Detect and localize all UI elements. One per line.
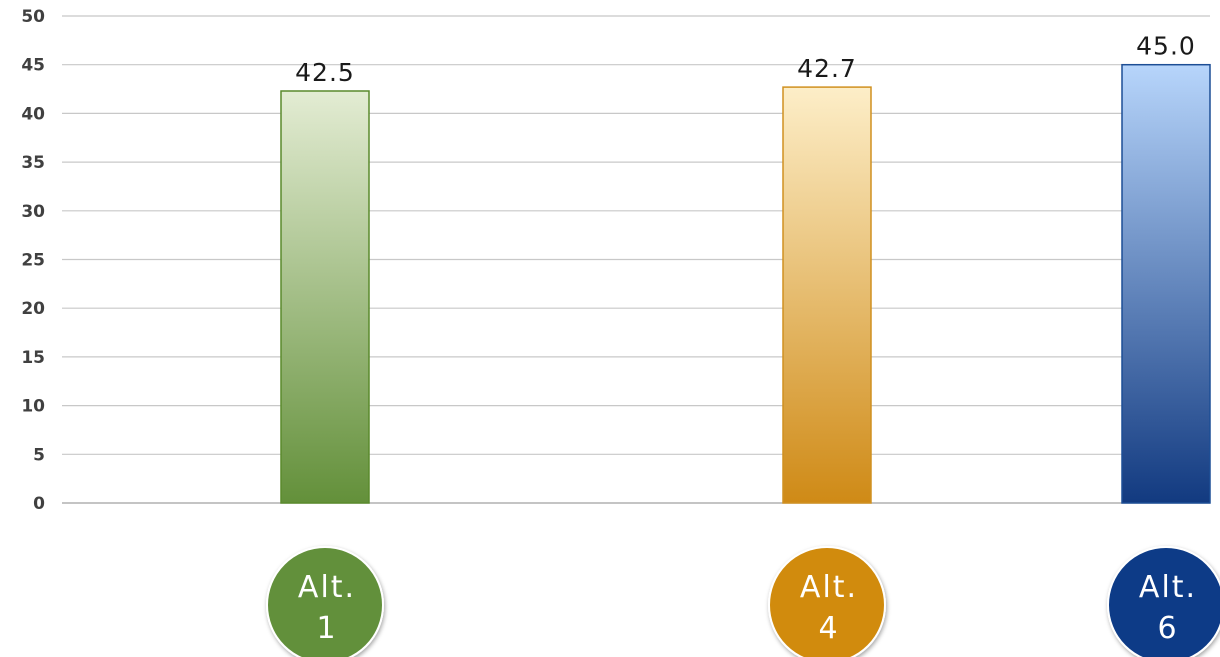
category-label-line2: 6 <box>1157 611 1178 646</box>
category-badge-alt6: Alt. 6 <box>1107 546 1220 657</box>
y-tick-label: 10 <box>21 397 45 417</box>
y-tick-label: 50 <box>21 7 45 27</box>
data-labels: 42.5 42.7 45.0 <box>295 32 1196 87</box>
category-badge-circle <box>768 546 886 657</box>
category-badge-alt4: Alt. 4 <box>768 546 886 657</box>
category-label-line2: 1 <box>316 611 337 646</box>
bar-alt4 <box>782 86 872 504</box>
category-label-line1: Alt. <box>1139 570 1197 605</box>
y-axis-tick-labels: 0 5 10 15 20 25 30 35 40 45 50 <box>21 7 45 514</box>
y-tick-label: 5 <box>33 445 45 465</box>
category-label-line1: Alt. <box>800 570 858 605</box>
y-tick-label: 25 <box>21 251 45 271</box>
category-badge-circle <box>266 546 384 657</box>
category-badge-alt1: Alt. 1 <box>266 546 384 657</box>
y-tick-label: 20 <box>21 299 45 319</box>
y-tick-label: 35 <box>21 153 45 173</box>
y-tick-label: 45 <box>21 56 45 76</box>
data-label-alt1: 42.5 <box>295 58 355 87</box>
bar-alt6 <box>1121 63 1211 504</box>
category-label-line1: Alt. <box>298 570 356 605</box>
category-label-line2: 4 <box>818 611 839 646</box>
data-label-alt6: 45.0 <box>1136 32 1196 61</box>
gridlines <box>62 15 1210 504</box>
bars <box>280 63 1211 504</box>
bar-alt1 <box>280 90 370 504</box>
y-tick-label: 15 <box>21 348 45 368</box>
category-badges: Alt. 1 Alt. 4 Alt. 6 <box>266 546 1220 657</box>
data-label-alt4: 42.7 <box>797 54 857 83</box>
y-tick-label: 40 <box>21 104 45 124</box>
category-badge-circle <box>1107 546 1220 657</box>
y-tick-label: 0 <box>33 494 45 514</box>
y-tick-label: 30 <box>21 202 45 222</box>
